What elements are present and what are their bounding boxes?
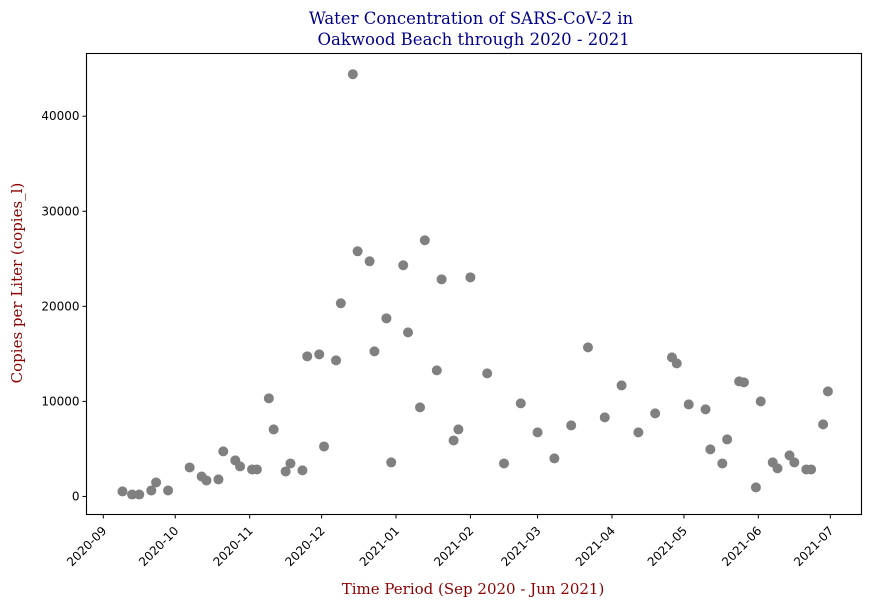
x-tick-label: 2021-05 bbox=[645, 524, 690, 569]
data-point bbox=[127, 489, 138, 500]
x-axis: 2020-09 2020-10 2020-11 2020-12 2021-01 2021-… bbox=[64, 514, 836, 569]
data-point bbox=[448, 435, 459, 446]
data-point bbox=[616, 380, 627, 391]
data-point bbox=[335, 298, 346, 309]
data-point bbox=[806, 464, 817, 475]
data-point bbox=[700, 404, 711, 415]
y-tick-label: 10000 bbox=[41, 394, 79, 408]
data-point bbox=[235, 461, 246, 472]
x-tick-label: 2020-11 bbox=[210, 524, 255, 569]
data-point bbox=[772, 463, 783, 474]
data-point bbox=[163, 485, 174, 496]
data-point bbox=[436, 274, 447, 285]
data-point bbox=[280, 466, 291, 477]
data-point bbox=[364, 256, 375, 267]
data-point bbox=[347, 69, 358, 80]
data-point bbox=[482, 368, 493, 379]
x-tick-label: 2021-03 bbox=[498, 524, 543, 569]
data-point bbox=[582, 342, 593, 353]
data-point bbox=[251, 464, 262, 475]
y-tick-label: 30000 bbox=[41, 204, 79, 218]
data-point bbox=[134, 489, 145, 500]
chart-title-line-2: Oakwood Beach through 2020 - 2021 bbox=[312, 30, 629, 49]
data-point bbox=[369, 346, 380, 357]
x-axis-label: Time Period (Sep 2020 - Jun 2021) bbox=[342, 580, 605, 598]
data-point bbox=[302, 351, 313, 362]
data-point bbox=[818, 419, 829, 430]
data-point bbox=[650, 408, 661, 419]
data-point bbox=[184, 462, 195, 473]
data-point bbox=[750, 482, 761, 493]
data-point bbox=[671, 358, 682, 369]
data-point bbox=[314, 349, 325, 360]
data-point bbox=[403, 327, 414, 338]
x-tick-label: 2021-04 bbox=[573, 524, 618, 569]
data-point bbox=[213, 474, 224, 485]
chart-title: Water Concentration of SARS-CoV-2 in Oak… bbox=[309, 9, 634, 49]
data-point bbox=[201, 475, 212, 486]
data-point bbox=[263, 393, 274, 404]
x-tick-label: 2021-02 bbox=[431, 524, 476, 569]
data-point bbox=[151, 477, 162, 488]
data-point bbox=[784, 450, 795, 461]
data-point bbox=[738, 377, 749, 388]
data-point bbox=[566, 420, 577, 431]
plot-area-frame bbox=[85, 52, 863, 516]
data-point bbox=[453, 424, 464, 435]
data-point bbox=[398, 260, 409, 271]
data-point bbox=[705, 444, 716, 455]
x-tick-label: 2020-10 bbox=[136, 524, 181, 569]
data-point bbox=[117, 486, 128, 497]
data-point bbox=[319, 441, 330, 452]
data-point bbox=[218, 446, 229, 457]
data-point bbox=[599, 412, 610, 423]
data-point bbox=[722, 434, 733, 445]
data-point bbox=[352, 246, 363, 257]
data-point bbox=[755, 396, 766, 407]
data-point bbox=[633, 427, 644, 438]
data-point bbox=[415, 402, 426, 413]
data-point bbox=[419, 235, 430, 246]
data-point bbox=[549, 453, 560, 464]
data-point bbox=[683, 399, 694, 410]
data-points bbox=[117, 69, 833, 500]
data-point bbox=[532, 427, 543, 438]
data-point bbox=[822, 386, 833, 397]
data-point bbox=[515, 398, 526, 409]
data-point bbox=[498, 458, 509, 469]
y-tick-label: 0 bbox=[72, 489, 80, 503]
x-tick-label: 2021-01 bbox=[357, 524, 402, 569]
data-point bbox=[331, 355, 342, 366]
data-point bbox=[386, 457, 397, 468]
data-point bbox=[431, 365, 442, 376]
data-point bbox=[146, 485, 157, 496]
data-point bbox=[381, 313, 392, 324]
data-point bbox=[465, 272, 476, 283]
data-point bbox=[297, 465, 308, 476]
x-tick-label: 2020-12 bbox=[282, 524, 327, 569]
data-point bbox=[789, 457, 800, 468]
y-tick-label: 20000 bbox=[41, 299, 79, 313]
data-point bbox=[717, 458, 728, 469]
x-tick-label: 2020-09 bbox=[64, 524, 109, 569]
y-axis-label: Copies per Liter (copies_l) bbox=[8, 183, 26, 384]
x-tick-label: 2021-06 bbox=[719, 524, 764, 569]
chart-title-line-1: Water Concentration of SARS-CoV-2 in bbox=[309, 9, 634, 28]
y-axis: 0 10000 20000 30000 40000 bbox=[41, 109, 87, 503]
x-tick-label: 2021-07 bbox=[791, 524, 836, 569]
data-point bbox=[268, 424, 279, 435]
data-point bbox=[285, 458, 296, 469]
y-tick-label: 40000 bbox=[41, 109, 79, 123]
